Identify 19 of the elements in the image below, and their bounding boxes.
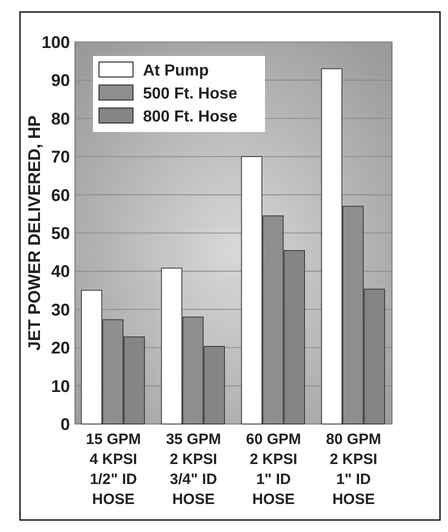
y-tick-label: 30 (51, 300, 70, 320)
y-tick-label: 50 (51, 224, 70, 243)
y-tick-label: 100 (42, 32, 70, 52)
y-tick-label: 70 (51, 148, 70, 167)
y-tick-label: 20 (51, 338, 70, 358)
x-tick-label: 60 GPM 2 KPSI 1" ID HOSE (246, 431, 302, 508)
x-tick-label: 35 GPM 2 KPSI 3/4" ID HOSE (166, 431, 221, 508)
legend-label: At Pump (143, 62, 209, 80)
y-tick-label: 80 (51, 109, 70, 128)
legend-label: 800 Ft. Hose (143, 108, 238, 126)
y-tick-label: 60 (51, 186, 70, 205)
y-axis-title: JET POWER DELIVERED, HP (24, 115, 44, 351)
y-tick-label: 90 (51, 71, 70, 90)
legend-label: 500 Ft. Hose (143, 86, 238, 103)
y-tick-label: 10 (51, 376, 70, 396)
y-tick-label: 40 (51, 262, 70, 282)
x-tick-label: 15 GPM 4 KPSI 1/2" ID HOSE (86, 431, 141, 508)
y-tick-label: 0 (60, 414, 70, 434)
x-tick-label: 80 GPM 2 KPSI 1" ID HOSE (326, 431, 382, 508)
